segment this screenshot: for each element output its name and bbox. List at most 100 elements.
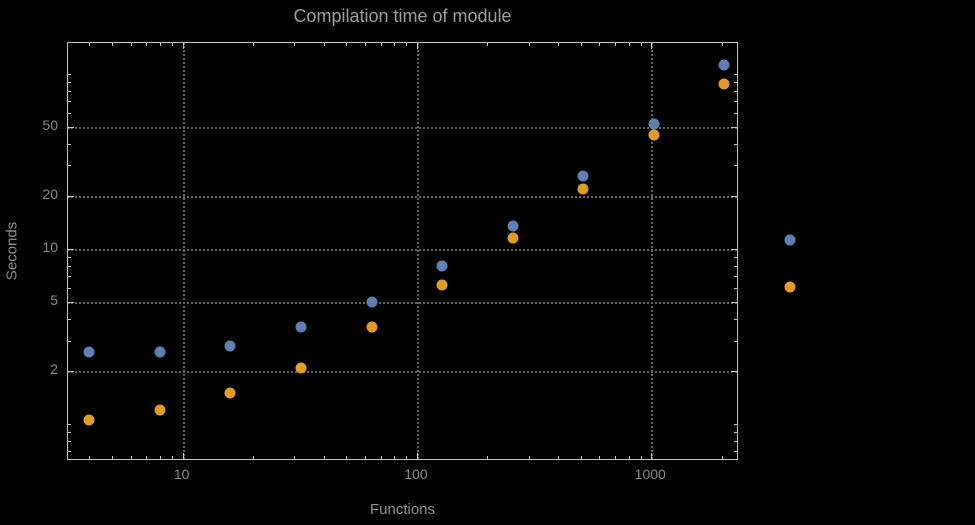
gridline-y-2 [68, 371, 737, 374]
y-minor-tick [734, 451, 737, 453]
x-minor-tick [394, 43, 396, 46]
data-point-series-1 [718, 59, 730, 71]
x-tick-label: 10 [173, 466, 190, 482]
data-point-series-1 [83, 346, 95, 357]
x-minor-tick [640, 43, 642, 46]
x-minor-tick [580, 456, 582, 459]
x-minor-tick [721, 456, 723, 459]
y-major-tick [68, 196, 74, 198]
y-minor-tick [68, 81, 71, 83]
plot-area [67, 42, 738, 460]
x-minor-tick [159, 456, 161, 459]
y-major-tick [731, 196, 737, 198]
x-minor-tick [628, 43, 630, 46]
data-point-series-1 [507, 220, 519, 232]
x-minor-tick [528, 456, 530, 459]
y-minor-tick [68, 143, 71, 145]
x-minor-tick [364, 43, 366, 46]
data-point-series-1 [436, 260, 448, 272]
x-minor-tick [323, 456, 325, 459]
x-minor-tick [323, 43, 325, 46]
y-major-tick [731, 249, 737, 251]
x-minor-tick [628, 456, 630, 459]
x-minor-tick [640, 456, 642, 459]
legend-marker-series-1 [784, 234, 796, 246]
y-tick-label: 2 [50, 361, 58, 378]
y-minor-tick [68, 112, 71, 114]
x-minor-tick [558, 456, 559, 459]
y-major-tick [731, 126, 737, 128]
y-tick-label: 10 [42, 239, 58, 256]
y-minor-tick [68, 287, 71, 289]
x-minor-tick [599, 456, 601, 459]
y-major-tick [68, 371, 74, 373]
x-axis-label: Functions [369, 501, 436, 518]
y-minor-tick [68, 318, 71, 320]
x-minor-tick [294, 456, 296, 459]
data-point-series-2 [295, 362, 307, 374]
data-point-series-1 [366, 296, 378, 308]
y-minor-tick [734, 287, 737, 289]
y-tick-label: 5 [50, 291, 58, 308]
gridline-y-5 [68, 301, 737, 304]
data-point-series-2 [577, 183, 589, 195]
y-minor-tick [734, 441, 737, 443]
legend-marker-series-2 [784, 281, 796, 293]
x-minor-tick [599, 43, 601, 46]
x-minor-tick [253, 456, 255, 459]
x-major-tick [182, 43, 184, 49]
data-point-series-1 [224, 340, 236, 352]
x-minor-tick [146, 456, 148, 459]
y-minor-tick [68, 441, 71, 443]
x-minor-tick [89, 456, 91, 459]
data-point-series-1 [295, 321, 307, 333]
x-minor-tick [89, 43, 91, 46]
x-minor-tick [528, 43, 530, 46]
y-minor-tick [68, 73, 71, 75]
y-tick-label: 20 [42, 186, 58, 203]
data-point-series-1 [154, 346, 166, 357]
gridline-y-10 [68, 249, 737, 252]
x-minor-tick [112, 456, 114, 459]
y-minor-tick [68, 424, 71, 426]
y-minor-tick [68, 257, 71, 259]
x-minor-tick [130, 43, 132, 46]
data-point-series-2 [718, 78, 730, 90]
x-minor-tick [130, 456, 132, 459]
x-minor-tick [406, 43, 408, 46]
x-minor-tick [614, 456, 616, 459]
y-minor-tick [68, 165, 71, 167]
y-minor-tick [734, 90, 737, 92]
y-minor-tick [734, 276, 737, 278]
y-minor-tick [68, 100, 71, 102]
y-minor-tick [734, 340, 737, 342]
data-point-series-2 [648, 129, 660, 141]
data-point-series-2 [224, 387, 236, 399]
y-minor-tick [734, 318, 737, 320]
y-minor-tick [734, 257, 737, 259]
y-major-tick [68, 301, 74, 303]
y-minor-tick [734, 165, 737, 167]
y-major-tick [68, 249, 74, 251]
x-minor-tick [171, 456, 173, 459]
data-point-series-1 [577, 170, 589, 182]
y-major-tick [731, 301, 737, 303]
x-major-tick [651, 43, 653, 49]
y-tick-label: 50 [42, 116, 58, 133]
x-major-tick [416, 453, 418, 459]
x-minor-tick [580, 43, 582, 46]
x-tick-label: 100 [404, 466, 428, 482]
x-minor-tick [406, 456, 408, 459]
x-minor-tick [253, 43, 255, 46]
x-minor-tick [380, 456, 382, 459]
data-point-series-2 [436, 279, 448, 291]
data-point-series-2 [83, 414, 95, 426]
y-minor-tick [734, 100, 737, 102]
x-minor-tick [171, 43, 173, 46]
x-minor-tick [112, 43, 114, 46]
y-minor-tick [68, 266, 71, 267]
x-minor-tick [146, 43, 148, 46]
y-minor-tick [734, 424, 737, 426]
x-major-tick [416, 43, 418, 49]
y-minor-tick [68, 340, 71, 342]
